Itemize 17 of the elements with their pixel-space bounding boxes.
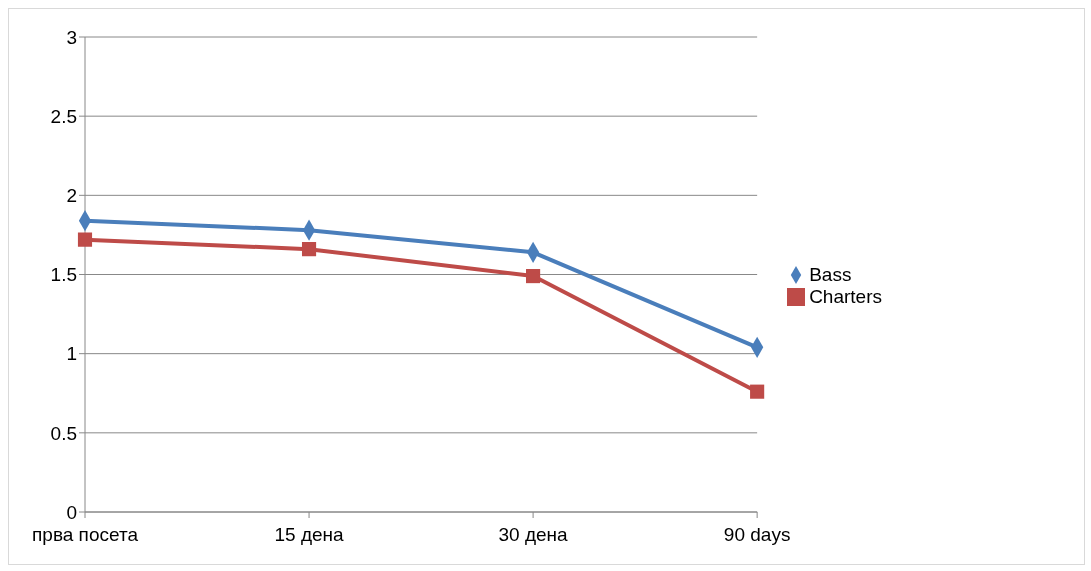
y-tick-label: 1 [66,343,77,365]
legend-label: Charters [809,285,882,307]
x-tick-label: 90 days [723,524,791,546]
y-tick-label: 2.5 [50,105,77,127]
point [526,269,541,284]
x-tick-label: прва посета [32,524,139,546]
y-tick-label: 3 [66,26,77,48]
x-tick-label: 15 дена [274,524,345,546]
y-tick-label: 1.5 [50,264,77,286]
point [77,232,93,247]
y-tick-label: 0.5 [50,422,77,444]
y-tick-label: 0 [66,501,77,523]
x-tick-label: 30 дена [498,524,569,546]
point [750,384,765,399]
y-tick-label: 2 [66,185,77,207]
point [301,242,317,257]
legend-label: Bass [809,263,852,285]
